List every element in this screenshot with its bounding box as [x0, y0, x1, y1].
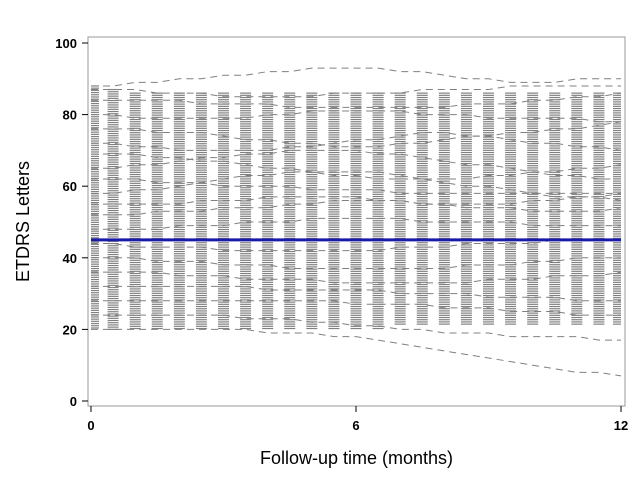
visit-column	[593, 92, 605, 325]
visit-column	[571, 92, 583, 325]
individual-trajectories	[91, 67, 622, 377]
trajectory-line	[91, 153, 622, 180]
trajectory-line	[91, 110, 621, 123]
x-tick-label: 12	[614, 418, 628, 433]
trajectory-line	[91, 178, 621, 194]
visit-column	[394, 92, 406, 325]
y-tick-label: 60	[63, 179, 77, 194]
trajectory-line	[91, 121, 622, 148]
trajectory-line	[91, 149, 621, 180]
axes: 0 20 40 60 80 100 0 6 12	[55, 36, 628, 433]
visit-column	[195, 92, 207, 330]
visit-column	[350, 92, 362, 330]
visit-column	[527, 92, 539, 325]
visit-columns	[91, 85, 621, 330]
visit-column	[107, 88, 119, 330]
trajectory-line	[91, 192, 622, 205]
trajectory-line	[91, 285, 621, 302]
visit-column	[549, 92, 561, 325]
y-tick-label: 20	[63, 322, 77, 337]
visit-column	[262, 92, 274, 330]
x-axis-title: Follow-up time (months)	[260, 448, 453, 468]
visit-column	[306, 92, 318, 330]
trajectory-line	[91, 92, 622, 108]
visit-column	[460, 92, 472, 325]
trajectory-line	[91, 67, 621, 87]
visit-column	[151, 92, 163, 330]
trajectory-line	[91, 300, 621, 316]
visit-column	[438, 92, 450, 325]
visit-column	[328, 92, 340, 330]
visit-column	[372, 92, 384, 330]
y-tick-label: 0	[70, 394, 77, 409]
y-tick-label: 100	[55, 36, 77, 51]
plot-frame	[87, 36, 626, 407]
visit-column	[483, 92, 494, 325]
trajectory-line	[91, 314, 621, 341]
trajectory-line	[91, 271, 622, 284]
x-tick-label: 0	[87, 418, 94, 433]
trajectory-line	[91, 328, 622, 377]
y-tick-label: 40	[63, 251, 77, 266]
trajectory-line	[91, 239, 621, 252]
x-tick-label: 6	[352, 418, 359, 433]
visit-column	[416, 92, 428, 325]
y-tick-label: 80	[63, 108, 77, 123]
visit-column	[173, 92, 185, 330]
trajectory-line	[91, 132, 622, 151]
trajectory-line	[91, 257, 621, 269]
visit-column	[218, 92, 229, 330]
visit-column	[240, 92, 252, 330]
y-axis-title: ETDRS Letters	[13, 161, 33, 282]
trajectory-line	[91, 200, 622, 216]
trajectory-line	[91, 85, 621, 98]
visit-column	[284, 92, 296, 330]
trajectory-line	[91, 171, 622, 201]
visit-column	[505, 92, 517, 325]
trajectory-line	[91, 217, 621, 230]
visit-column	[613, 92, 621, 325]
visit-column	[91, 85, 99, 329]
